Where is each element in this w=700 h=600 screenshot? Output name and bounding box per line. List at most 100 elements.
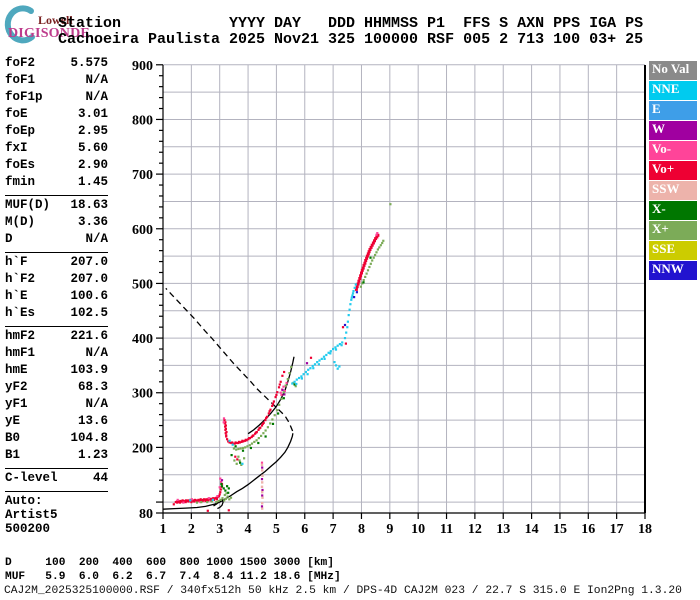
x-tick-label: 7	[330, 522, 337, 537]
y-tick-label: 300	[132, 387, 153, 402]
legend-item-nnw: NNW	[649, 261, 697, 280]
x-tick-label: 5	[273, 522, 280, 537]
param-value: 100.6	[70, 289, 108, 303]
param-label: h`E	[5, 289, 28, 303]
param-row-auto: Auto:	[5, 494, 108, 508]
param-label: foF1p	[5, 90, 43, 104]
param-label: MUF(D)	[5, 198, 51, 212]
param-label: D	[5, 232, 13, 246]
param-panel: foF2 5.575 foF1 N/A foF1p N/A foE 3.01 foEp 2.95 f…	[5, 56, 108, 536]
echo-traces	[172, 203, 392, 512]
y-tick-label: 900	[132, 59, 153, 74]
param-value: 68.3	[77, 380, 108, 394]
logo-digisonde-text: DIGISONDE	[8, 26, 90, 41]
series-vo+steep	[354, 233, 380, 291]
legend-item-e: E	[649, 101, 697, 120]
param-value: 104.8	[70, 431, 108, 445]
param-label: B1	[5, 448, 21, 462]
param-row-fof1: foF1 N/A	[5, 73, 108, 90]
param-label: foF1	[5, 73, 36, 87]
legend-item-vo+: Vo+	[649, 161, 697, 180]
param-label: Auto:	[5, 494, 43, 508]
legend-item-vo-: Vo-	[649, 141, 697, 160]
x-tick-label: 14	[525, 522, 539, 537]
header-station: Station YYYY DAY DDD HHMMSS P1 FFS S AXN…	[58, 16, 643, 48]
y-tick-label: 400	[132, 332, 153, 347]
x-tick-label: 2	[188, 522, 195, 537]
logo-lowell-text: Lowell	[38, 13, 73, 27]
x-tick-label: 16	[581, 522, 595, 537]
x-tick-label: 10	[411, 522, 425, 537]
param-label: yE	[5, 414, 21, 428]
x-tick-label: 13	[496, 522, 510, 537]
param-separator	[5, 491, 108, 492]
param-row-fof2: foF2 5.575	[5, 56, 108, 73]
header-values: Cachoeira Paulista 2025 Nov21 325 100000…	[58, 31, 644, 48]
param-separator	[5, 195, 108, 196]
param-row-hmf2: hmF2 221.6	[5, 329, 108, 346]
param-separator	[5, 326, 108, 327]
curve-topside-profile	[165, 287, 294, 432]
param-label: foEp	[5, 124, 36, 138]
param-value: 3.36	[77, 215, 108, 229]
param-row-hme: hmE 103.9	[5, 363, 108, 380]
param-label: foF2	[5, 56, 36, 70]
x-tick-label: 4	[245, 522, 252, 537]
param-label: fxI	[5, 141, 28, 155]
param-label: yF1	[5, 397, 28, 411]
logo: Lowell DIGISONDE	[2, 4, 112, 48]
param-label: B0	[5, 431, 21, 445]
param-separator	[5, 252, 108, 253]
legend-item-ssw: SSW	[649, 181, 697, 200]
param-value: 13.6	[77, 414, 108, 428]
param-value: 18.63	[70, 198, 108, 212]
curve-bottomside-profile	[162, 433, 294, 510]
header-columns: Station YYYY DAY DDD HHMMSS P1 FFS S AXN…	[58, 15, 644, 32]
param-label: foE	[5, 107, 28, 121]
legend-item-noval: No Val	[649, 61, 697, 80]
param-value: 1.23	[77, 448, 108, 462]
param-row-b1: B1 1.23	[5, 448, 108, 465]
param-row-fof1p: foF1p N/A	[5, 90, 108, 107]
x-tick-label: 11	[440, 522, 453, 537]
param-value: 103.9	[70, 363, 108, 377]
x-tick-label: 6	[301, 522, 308, 537]
status-line: CAJ2M_2025325100000.RSF / 340fx512h 50 k…	[4, 585, 682, 597]
param-row-fxi: fxI 5.60	[5, 141, 108, 158]
param-value: 2.95	[77, 124, 108, 138]
y-tick-label: 80	[139, 507, 153, 522]
param-value: 3.01	[77, 107, 108, 121]
param-row-mufd: MUF(D) 18.63	[5, 198, 108, 215]
x-tick-label: 17	[610, 522, 624, 537]
x-tick-label: 9	[386, 522, 393, 537]
param-value: 221.6	[70, 329, 108, 343]
param-value: 207.0	[70, 255, 108, 269]
param-label: hmF2	[5, 329, 36, 343]
series-x+	[195, 203, 392, 504]
param-label: h`F	[5, 255, 28, 269]
param-row-foep: foEp 2.95	[5, 124, 108, 141]
param-value: N/A	[85, 346, 108, 360]
param-value: 5.60	[77, 141, 108, 155]
param-row-md: M(D) 3.36	[5, 215, 108, 232]
param-row-clevel: C-level 44	[5, 471, 108, 488]
y-tick-label: 200	[132, 441, 153, 456]
x-tick-label: 3	[216, 522, 223, 537]
param-label: hmE	[5, 363, 28, 377]
legend-item-w: W	[649, 121, 697, 140]
param-row-foe: foE 3.01	[5, 107, 108, 124]
curve-e-layer-bump	[213, 499, 224, 510]
param-label: M(D)	[5, 215, 36, 229]
x-tick-label: 8	[358, 522, 365, 537]
series-ssw	[260, 463, 264, 510]
param-label: foEs	[5, 158, 36, 172]
param-row-d: D N/A	[5, 232, 108, 249]
muf-table-muf-row: MUF 5.9 6.0 6.2 6.7 7.4 8.4 11.2 18.6 [M…	[5, 571, 341, 583]
param-value: 44	[92, 471, 108, 485]
param-label: hmF1	[5, 346, 36, 360]
param-value: 102.5	[70, 306, 108, 320]
param-row-artist5: Artist5	[5, 508, 108, 522]
series-vo+	[172, 286, 358, 512]
